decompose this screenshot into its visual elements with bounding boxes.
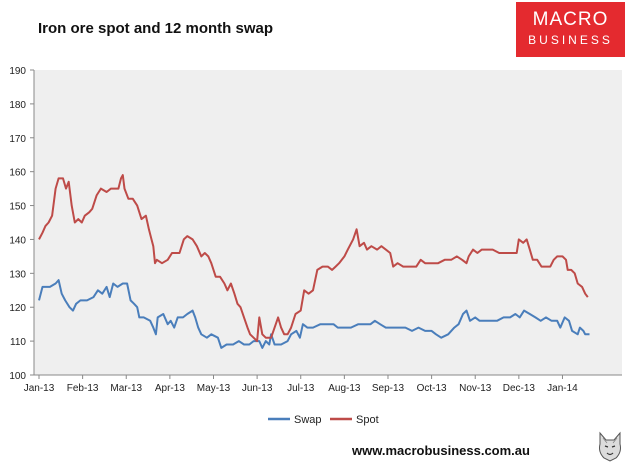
- website-url[interactable]: www.macrobusiness.com.au: [352, 443, 530, 458]
- x-tick-label: Nov-13: [459, 383, 492, 394]
- plot-area: [34, 70, 622, 375]
- logo-line-2: BUSINESS: [528, 33, 613, 47]
- legend-label-swap: Swap: [294, 414, 322, 426]
- x-tick-label: Feb-13: [67, 383, 99, 394]
- axes: 100 110 120 130 140 150 160 170 180 190 Jan-13 Feb-…: [9, 66, 622, 394]
- y-tick-label: 180: [9, 100, 26, 111]
- y-tick-label: 150: [9, 202, 26, 213]
- x-tick-label: Mar-13: [110, 383, 142, 394]
- series-line-swap: [38, 279, 590, 349]
- x-tick-label: Jul-13: [287, 383, 315, 394]
- x-tick-label: Jan-13: [24, 383, 55, 394]
- y-tick-label: 140: [9, 235, 26, 246]
- x-tick-label: Apr-13: [155, 383, 185, 394]
- series-line-spot: [38, 174, 589, 343]
- x-tick-label: Jan-14: [547, 383, 578, 394]
- x-tick-label: May-13: [197, 383, 231, 394]
- x-tick-label: Dec-13: [503, 383, 536, 394]
- legend: Swap Spot: [268, 414, 379, 426]
- y-tick-label: 190: [9, 66, 26, 77]
- chart-title: Iron ore spot and 12 month swap: [38, 20, 274, 37]
- y-tick-label: 120: [9, 303, 26, 314]
- y-tick-label: 110: [10, 337, 26, 348]
- x-tick-label: Oct-13: [417, 383, 447, 394]
- y-tick-label: 100: [9, 371, 26, 382]
- y-tick-label: 160: [9, 168, 26, 179]
- x-tick-label: Aug-13: [328, 383, 361, 394]
- legend-label-spot: Spot: [356, 414, 379, 426]
- wolf-logo-icon: [599, 431, 621, 462]
- x-tick-label: Jun-13: [242, 383, 273, 394]
- x-tick-label: Sep-13: [372, 383, 405, 394]
- logo-line-1: MACRO: [532, 9, 609, 30]
- y-tick-label: 170: [9, 134, 26, 145]
- series-layer: [38, 174, 590, 349]
- macrobusiness-logo[interactable]: MACRO BUSINESS: [516, 2, 625, 57]
- y-tick-label: 130: [9, 269, 26, 280]
